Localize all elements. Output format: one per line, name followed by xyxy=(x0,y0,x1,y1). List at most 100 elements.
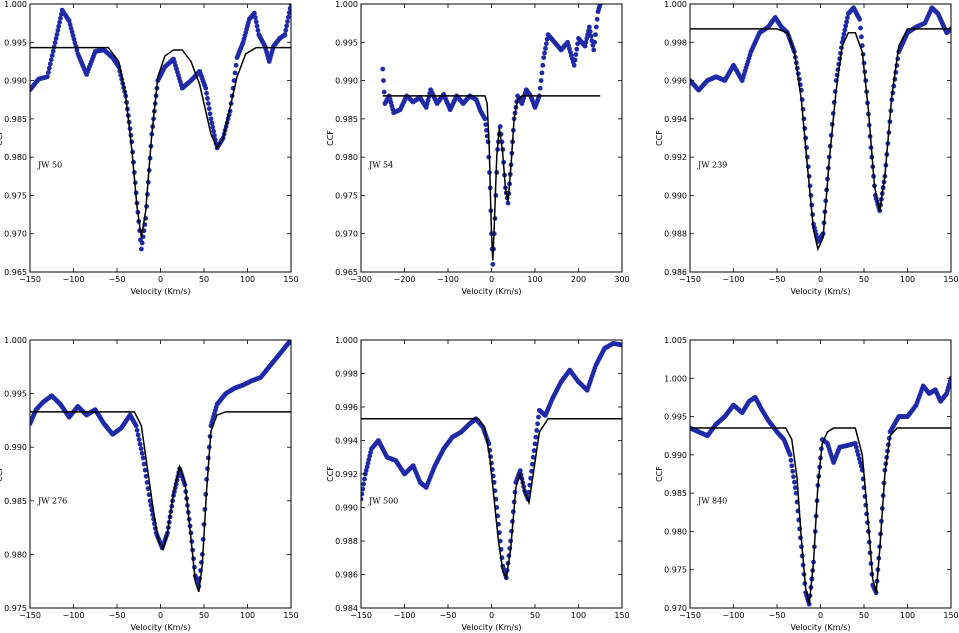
data-point xyxy=(845,15,850,21)
data-point xyxy=(840,35,846,41)
x-tick-label: −50 xyxy=(109,611,126,620)
y-axis-label: CCF xyxy=(326,130,335,146)
x-tick-label: −150 xyxy=(19,275,41,284)
data-point xyxy=(139,240,145,246)
y-tick-label: 0.996 xyxy=(335,403,358,412)
x-tick-label: 0 xyxy=(158,611,163,620)
data-point xyxy=(68,25,74,31)
y-tick-label: 1.005 xyxy=(664,336,687,345)
data-point xyxy=(852,440,858,446)
data-point xyxy=(586,24,592,30)
data-point xyxy=(57,19,62,25)
y-tick-label: 0.985 xyxy=(4,497,27,506)
x-axis-label: Velocity (Km/s) xyxy=(790,287,850,296)
data-point xyxy=(543,46,548,51)
data-point xyxy=(45,70,51,75)
data-point xyxy=(252,15,258,20)
fit-curve xyxy=(690,427,951,605)
y-tick-label: 0.990 xyxy=(335,504,358,513)
data-point xyxy=(483,122,489,127)
data-point xyxy=(135,432,141,438)
y-tick-label: 0.995 xyxy=(664,413,687,422)
data-point xyxy=(854,448,860,454)
x-tick-label: −50 xyxy=(109,275,126,284)
y-tick-label: 0.990 xyxy=(4,77,27,86)
x-tick-label: 0 xyxy=(489,611,494,620)
data-point xyxy=(367,453,373,459)
data-point xyxy=(365,460,371,466)
x-tick-label: −100 xyxy=(723,275,745,284)
y-tick-label: 0.988 xyxy=(664,230,687,239)
panel-label: JW 54 xyxy=(368,160,393,169)
data-point xyxy=(482,116,488,122)
data-point xyxy=(571,62,577,68)
plot-area xyxy=(30,4,291,252)
data-point xyxy=(286,10,291,16)
data-point xyxy=(45,74,50,80)
data-point xyxy=(144,480,150,485)
y-tick-label: 1.000 xyxy=(664,374,687,383)
data-point xyxy=(584,36,590,41)
x-axis-label: Velocity (Km/s) xyxy=(790,623,850,632)
x-tick-label: 0 xyxy=(158,275,163,284)
y-tick-label: 0.988 xyxy=(335,537,358,546)
data-point xyxy=(138,246,144,252)
panel-jw-50: −150 −100 −50 0 50 100 150 0.965 0.970 0.975 0.980… xyxy=(0,0,299,296)
data-point xyxy=(857,460,863,465)
y-tick-label: 0.990 xyxy=(4,443,27,452)
x-tick-label: 100 xyxy=(900,611,915,620)
data-point xyxy=(282,32,288,38)
y-tick-label: 0.970 xyxy=(4,230,27,239)
data-point xyxy=(53,36,59,41)
y-tick-label: 0.992 xyxy=(664,153,687,162)
x-tick-label: 50 xyxy=(199,275,209,284)
y-tick-label: 0.995 xyxy=(4,390,27,399)
data-point xyxy=(284,23,290,29)
data-point xyxy=(787,452,793,458)
data-point xyxy=(49,53,55,58)
y-tick-label: 0.992 xyxy=(335,470,358,479)
data-point xyxy=(361,481,367,487)
x-tick-label: −150 xyxy=(19,611,41,620)
y-tick-label: 1.000 xyxy=(4,336,27,345)
fit-curve xyxy=(361,417,622,581)
x-tick-label: −200 xyxy=(394,275,416,284)
data-point xyxy=(70,33,76,38)
x-tick-label: −100 xyxy=(394,611,416,620)
y-tick-label: 1.000 xyxy=(335,336,358,345)
data-point xyxy=(211,128,216,134)
data-point xyxy=(287,5,291,11)
y-tick-label: 0.965 xyxy=(335,268,358,277)
data-point xyxy=(381,89,387,95)
x-tick-label: 200 xyxy=(571,275,586,284)
x-tick-label: 50 xyxy=(859,611,869,620)
y-tick-label: 0.990 xyxy=(664,451,687,460)
y-tick-label: 0.965 xyxy=(4,268,27,277)
plot-area xyxy=(690,375,951,607)
data-point xyxy=(58,15,63,21)
x-tick-label: 50 xyxy=(199,611,209,620)
data-point xyxy=(505,200,511,206)
x-tick-label: 0 xyxy=(489,275,494,284)
y-tick-label: 0.980 xyxy=(4,153,27,162)
data-point xyxy=(232,70,238,76)
data-point xyxy=(497,124,503,129)
data-point xyxy=(212,133,217,138)
data-point xyxy=(145,486,151,491)
data-point xyxy=(537,85,543,91)
data-point xyxy=(56,23,62,29)
y-tick-label: 0.995 xyxy=(335,38,358,47)
data-point xyxy=(285,14,291,20)
data-point xyxy=(283,27,289,33)
panel-label: JW 239 xyxy=(697,160,727,169)
data-point xyxy=(134,427,140,433)
data-point xyxy=(791,474,796,480)
data-point xyxy=(853,444,859,450)
data-point xyxy=(538,78,544,83)
data-point xyxy=(792,479,797,485)
y-tick-label: 0.995 xyxy=(4,38,27,47)
y-tick-label: 0.994 xyxy=(664,115,687,124)
panel-jw-500: −150 −100 −50 0 50 100 150 0.984 0.986 0.988 0.990… xyxy=(326,336,630,632)
data-point xyxy=(50,48,56,54)
data-point xyxy=(535,421,541,427)
